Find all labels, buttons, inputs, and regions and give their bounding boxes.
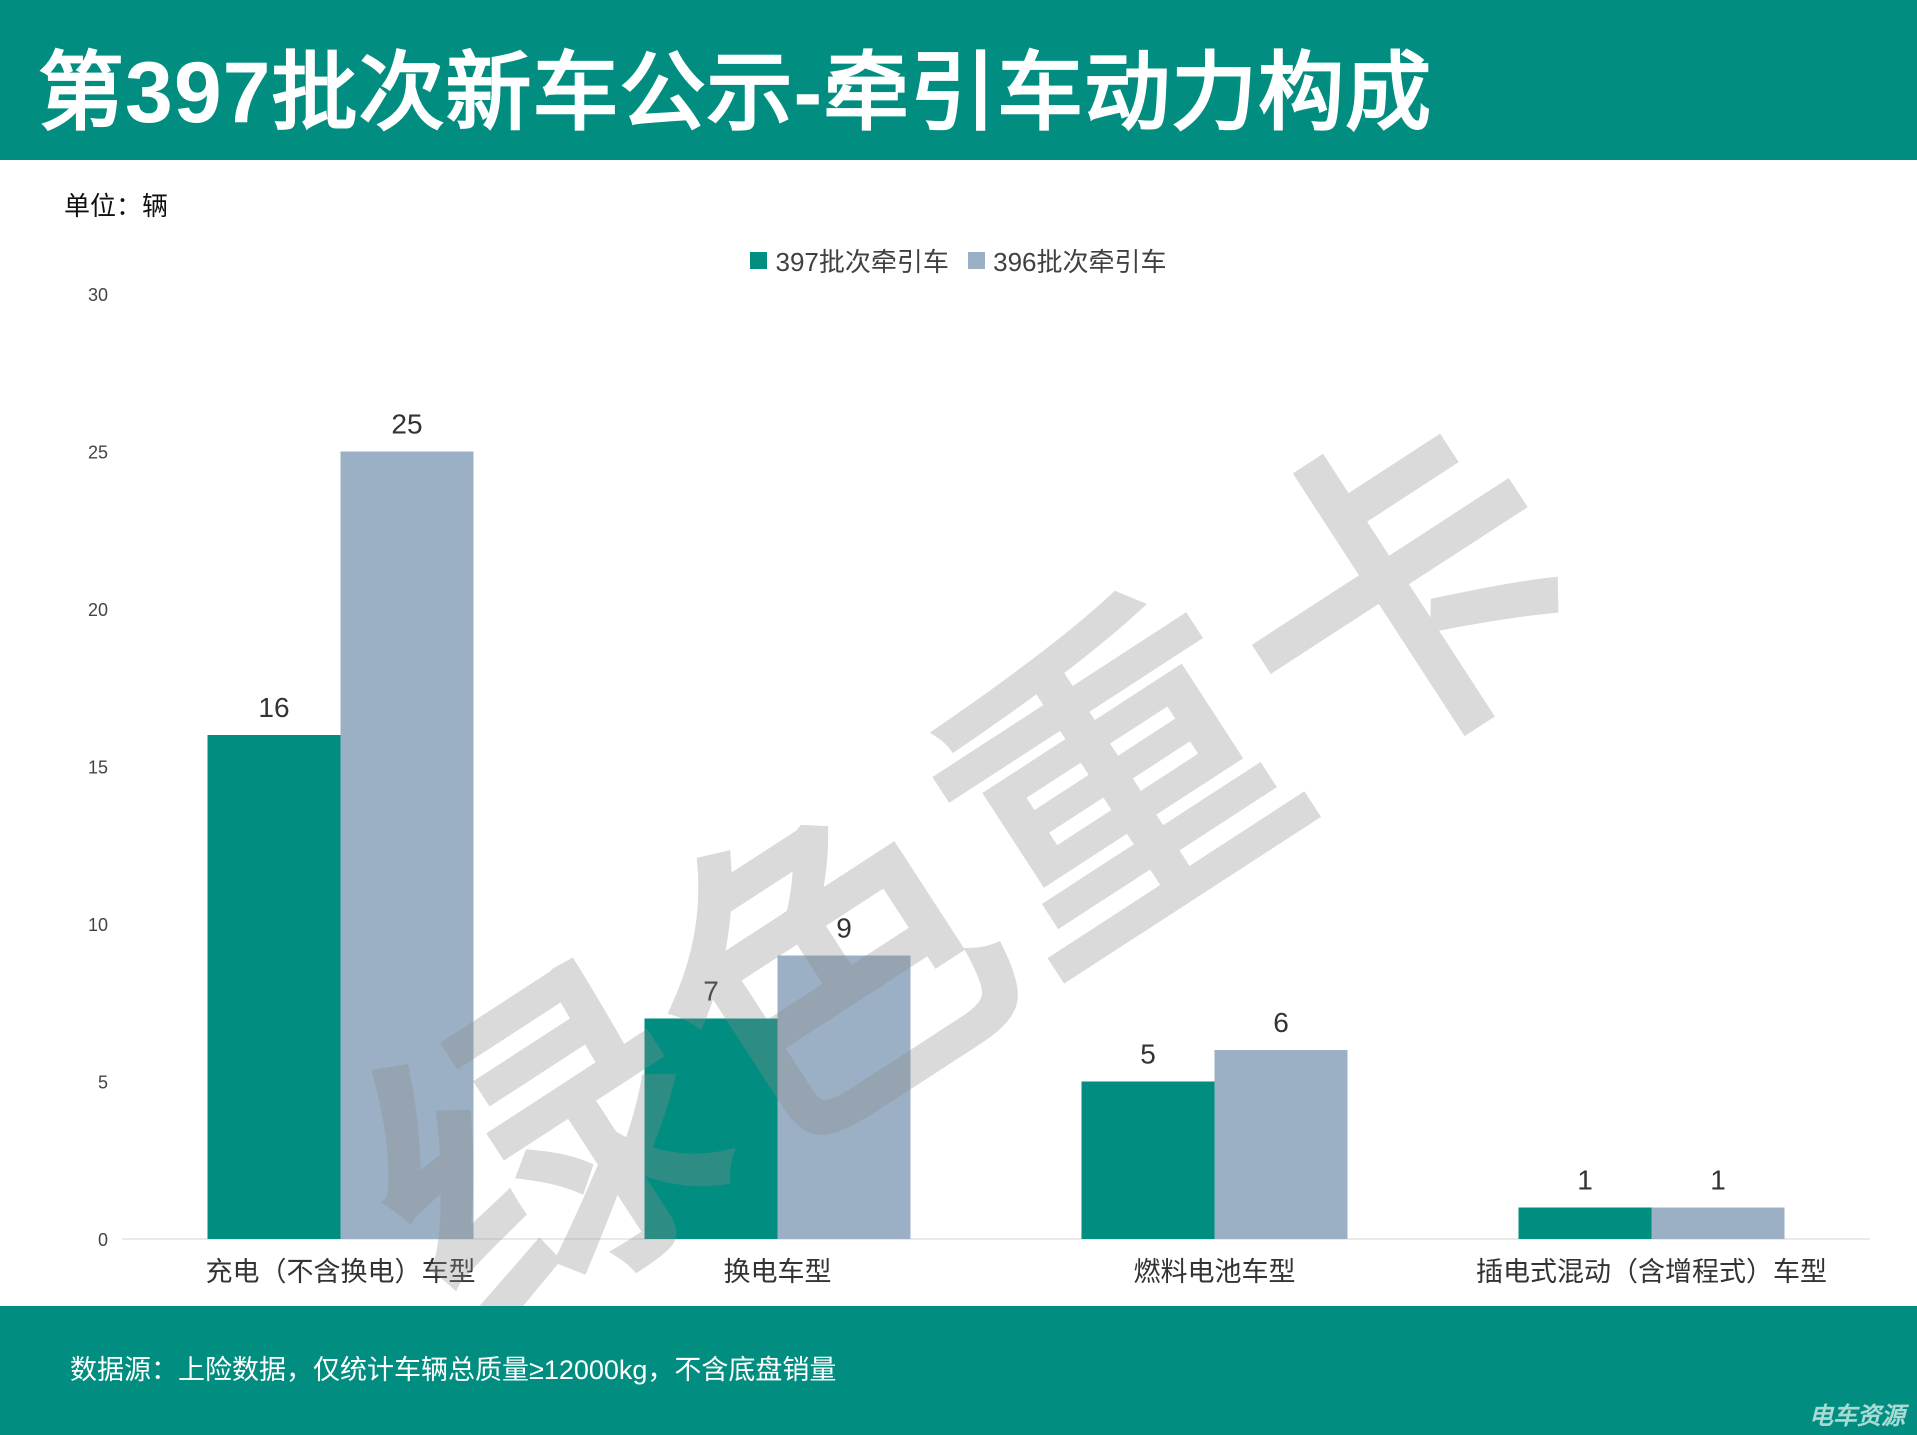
bar <box>777 955 911 1239</box>
page-title: 第397批次新车公示-牵引车动力构成 <box>38 45 1433 141</box>
y-tick-label: 10 <box>88 915 108 935</box>
bar <box>340 451 474 1239</box>
data-label: 9 <box>836 913 852 944</box>
data-label: 16 <box>258 692 289 723</box>
data-label: 25 <box>391 409 422 440</box>
legend-swatch-396 <box>968 252 986 269</box>
chart-legend: 397批次牵引车 396批次牵引车 <box>0 242 1917 279</box>
watermark-group: 绿色重卡 <box>302 343 1658 1306</box>
y-tick-label: 20 <box>88 600 108 620</box>
data-label: 1 <box>1710 1165 1726 1196</box>
bar <box>644 1018 778 1239</box>
watermark-text: 绿色重卡 <box>302 343 1658 1306</box>
y-tick-label: 15 <box>88 758 108 778</box>
legend-item-396: 396批次牵引车 <box>968 242 1167 279</box>
category-label: 换电车型 <box>724 1257 832 1287</box>
data-label: 6 <box>1273 1007 1289 1038</box>
header-bar: 第397批次新车公示-牵引车动力构成 <box>0 0 1917 160</box>
legend-label-397: 397批次牵引车 <box>775 247 949 277</box>
bar <box>1214 1050 1348 1239</box>
data-label: 1 <box>1577 1165 1593 1196</box>
y-tick-label: 30 <box>88 285 108 305</box>
bar <box>1518 1207 1652 1239</box>
unit-label: 单位：辆 <box>64 191 169 221</box>
bar <box>207 735 341 1239</box>
category-label: 充电（不含换电）车型 <box>206 1257 476 1287</box>
category-label: 插电式混动（含增程式）车型 <box>1476 1257 1827 1287</box>
legend-label-396: 396批次牵引车 <box>993 247 1167 277</box>
y-tick-label: 25 <box>88 443 108 463</box>
chart-bars: 16 25 7 9 5 6 1 1 <box>207 409 1785 1239</box>
data-source-note: 数据源：上险数据，仅统计车辆总质量≥12000kg，不含底盘销量 <box>70 1355 837 1385</box>
y-tick-label: 0 <box>98 1230 108 1250</box>
footer-bar: 数据源：上险数据，仅统计车辆总质量≥12000kg，不含底盘销量 电车资源 <box>0 1306 1917 1435</box>
data-label: 7 <box>703 976 719 1007</box>
y-tick-label: 5 <box>98 1073 108 1093</box>
bar <box>1081 1081 1215 1239</box>
data-label: 5 <box>1140 1039 1156 1070</box>
footer-credit: 电车资源 <box>1809 1403 1905 1430</box>
legend-item-397: 397批次牵引车 <box>750 242 949 279</box>
legend-swatch-397 <box>750 252 768 269</box>
category-label: 燃料电池车型 <box>1134 1257 1296 1287</box>
bar <box>1651 1207 1785 1239</box>
